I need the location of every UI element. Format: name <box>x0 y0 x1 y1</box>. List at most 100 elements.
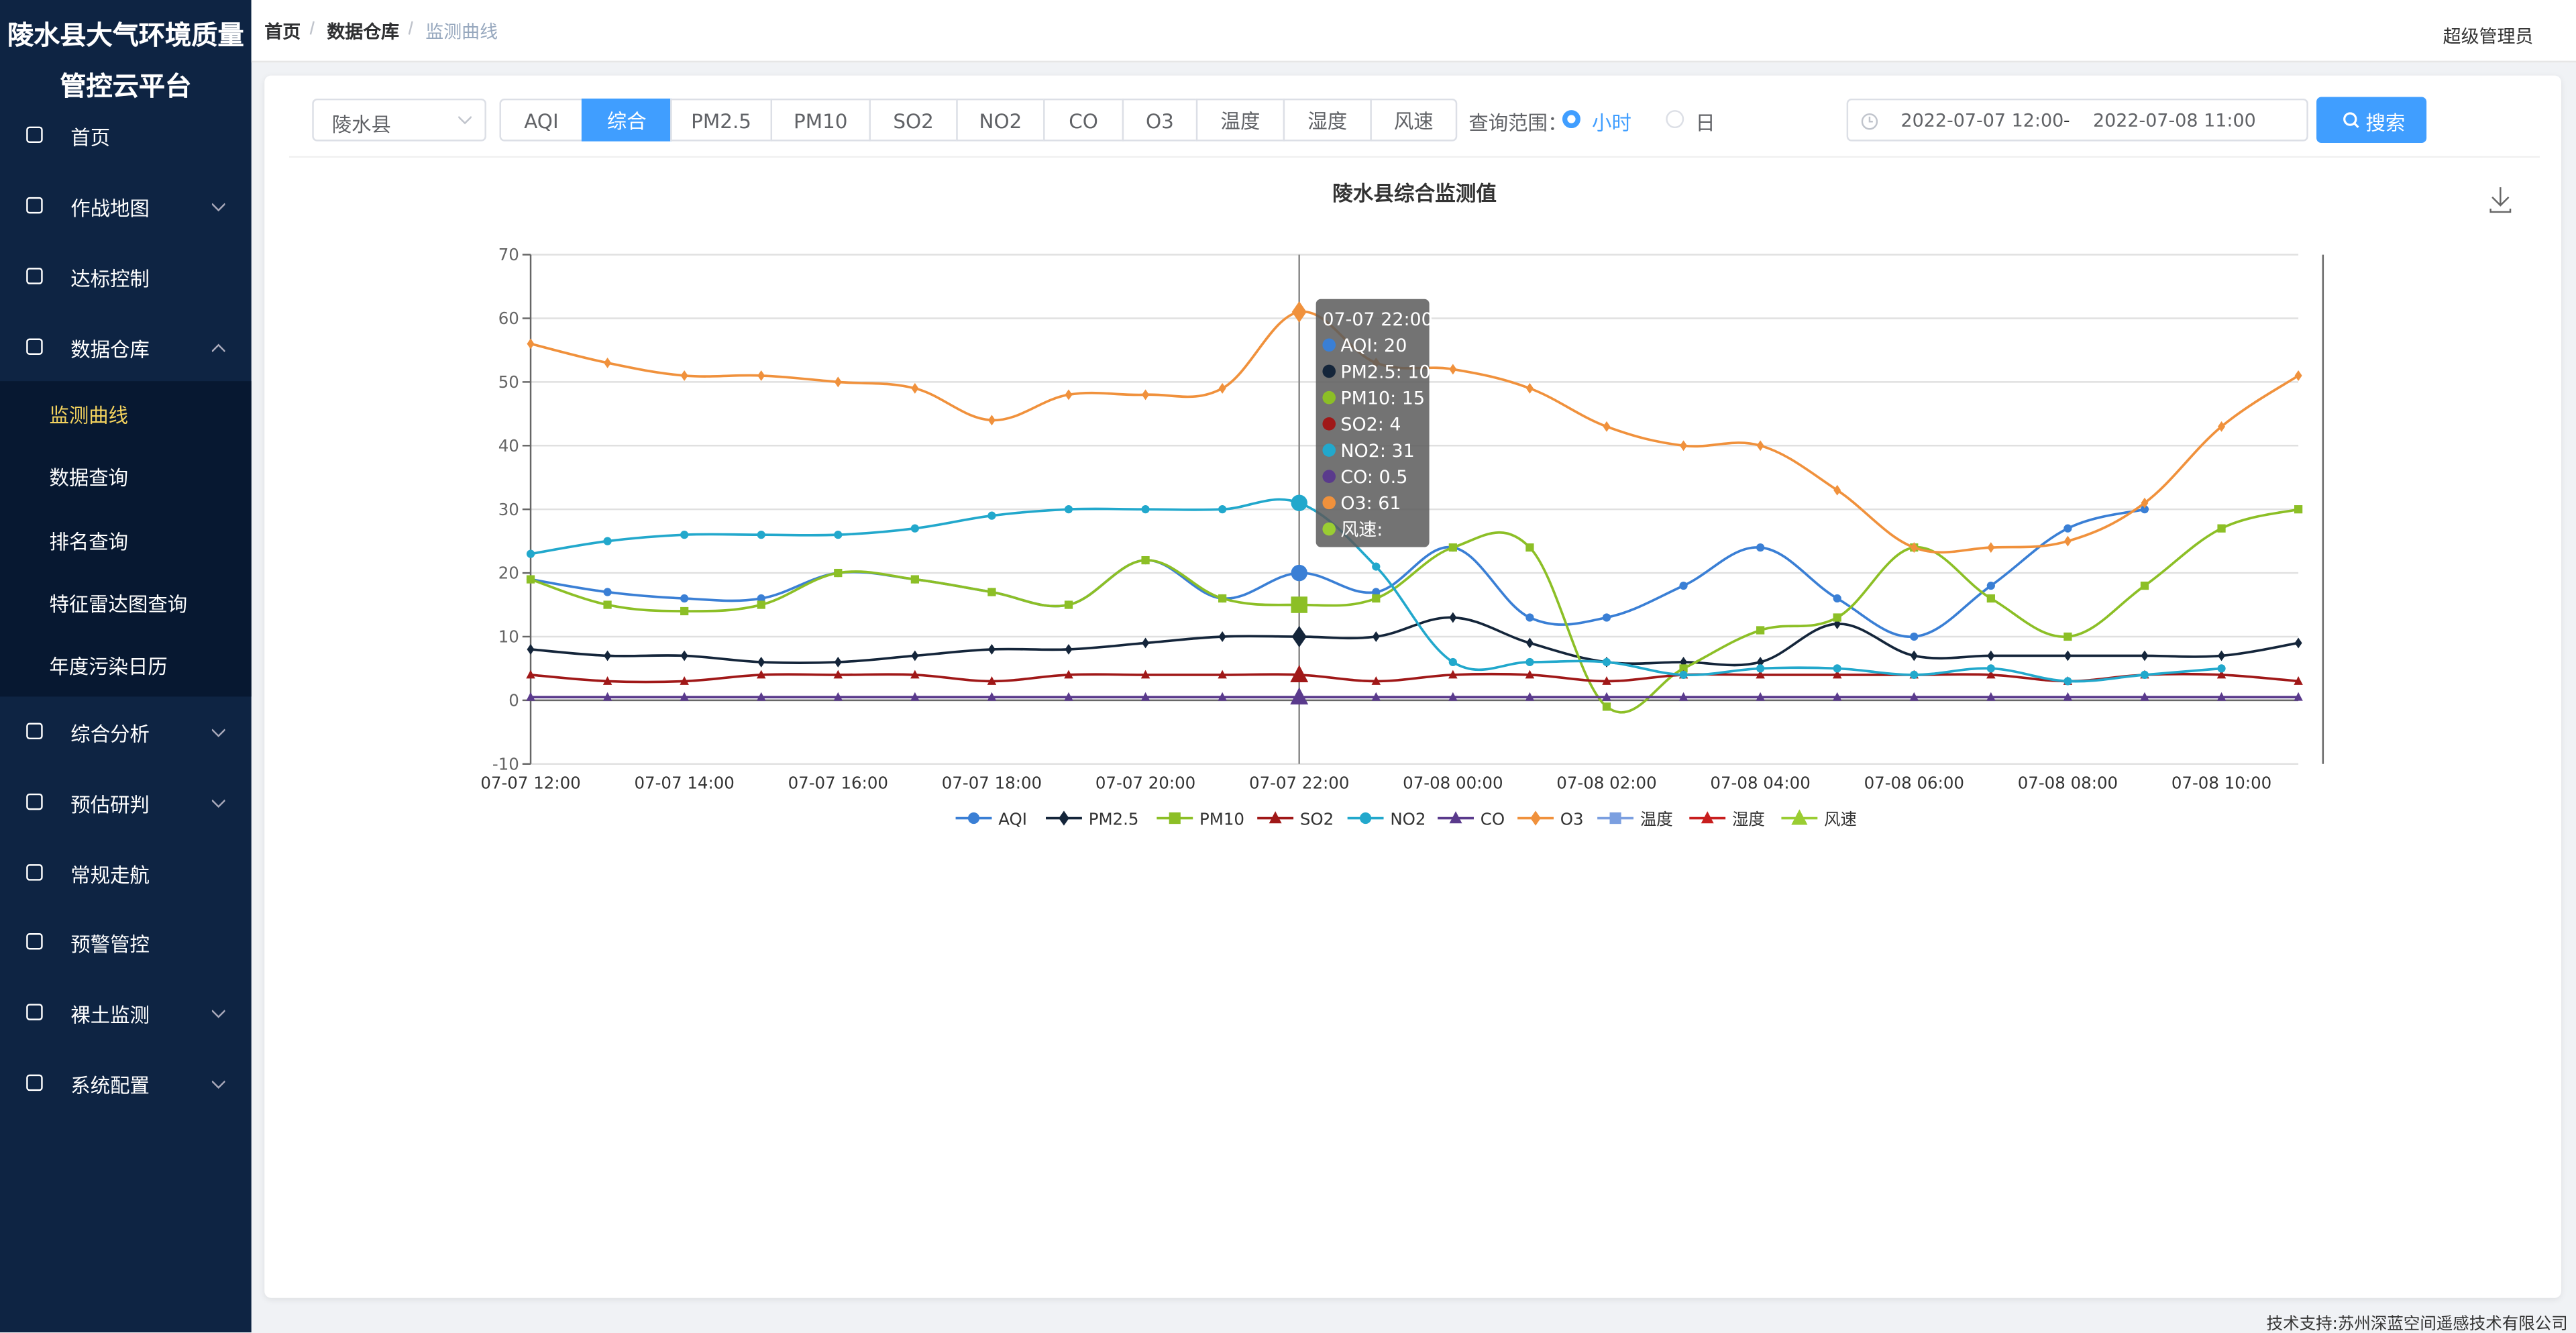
user-name[interactable]: 超级管理员 <box>2443 26 2534 48</box>
marker <box>1140 692 1150 701</box>
marker <box>1602 613 1611 622</box>
chevron <box>211 799 225 808</box>
menu-item[interactable]: 预估研判 <box>0 767 252 837</box>
breadcrumb-item[interactable]: 数据仓库 <box>327 21 400 43</box>
menu-item[interactable]: 达标控制 <box>0 242 252 312</box>
marker <box>1218 594 1227 603</box>
x-tick-label: 07-08 00:00 <box>1403 774 1503 793</box>
menu-item[interactable]: 系统配置 <box>0 1048 252 1118</box>
marker <box>2063 650 2072 661</box>
menu-label: 裸土监测 <box>70 1004 150 1028</box>
date-range[interactable]: 2022-07-07 12:00 - 2022-07-08 11:00 <box>1846 98 2308 142</box>
menu-item[interactable]: 首页 <box>0 100 252 170</box>
marker <box>1791 809 1808 825</box>
marker <box>833 670 843 679</box>
marker <box>1169 812 1181 824</box>
legend-label: 温度 <box>1640 809 1673 829</box>
tab-button[interactable]: O3 <box>1122 98 1198 142</box>
marker <box>1371 676 1381 685</box>
menu-label: 达标控制 <box>70 268 150 291</box>
legend-label: CO <box>1481 809 1505 829</box>
legend-item[interactable]: AQI <box>955 809 1027 829</box>
marker <box>1269 811 1282 824</box>
marker <box>526 692 535 701</box>
legend-item[interactable]: NO2 <box>1347 809 1426 829</box>
download-icon[interactable] <box>2489 187 2512 213</box>
tab-button[interactable]: AQI <box>499 98 584 142</box>
marker <box>757 531 765 539</box>
marker <box>1986 692 1996 701</box>
legend-item[interactable]: 湿度 <box>1689 809 1765 829</box>
chevron <box>211 1010 225 1019</box>
menu-icon <box>26 1004 43 1021</box>
tooltip-item: AQI: 20 <box>1340 335 1407 356</box>
menu-item[interactable]: 作战地图 <box>0 171 252 242</box>
x-tick-label: 07-07 20:00 <box>1095 774 1195 793</box>
tab-button[interactable]: PM10 <box>770 98 871 142</box>
legend-item[interactable]: SO2 <box>1257 809 1334 829</box>
menu-icon <box>26 793 43 810</box>
legend-item[interactable]: PM10 <box>1157 809 1244 829</box>
menu-item[interactable]: 综合分析 <box>0 696 252 767</box>
tab-button[interactable]: NO2 <box>956 98 1045 142</box>
radio[interactable] <box>1666 110 1684 129</box>
marker <box>680 692 689 701</box>
legend-label: 风速 <box>1824 809 1857 829</box>
marker <box>2141 650 2149 661</box>
legend-item[interactable]: CO <box>1438 809 1505 829</box>
marker <box>1910 670 1919 680</box>
tab-button[interactable]: CO <box>1043 98 1124 142</box>
marker <box>2294 637 2302 649</box>
region-select[interactable]: 陵水县 <box>312 98 486 142</box>
menu-item[interactable]: 数据仓库 <box>0 312 252 382</box>
search-button[interactable]: 搜索 <box>2316 97 2427 144</box>
y-tick-label: 20 <box>498 564 519 583</box>
marker <box>911 382 919 394</box>
marker <box>603 588 612 596</box>
menu-label: 数据仓库 <box>70 338 150 362</box>
legend-item[interactable]: PM2.5 <box>1046 809 1138 829</box>
menu-item[interactable]: 常规走航 <box>0 837 252 908</box>
menu-item[interactable]: 预警管控 <box>0 908 252 978</box>
marker <box>603 600 612 609</box>
x-tick-label: 07-07 12:00 <box>480 774 580 793</box>
marker <box>1987 650 1995 661</box>
legend-item[interactable]: 温度 <box>1597 809 1673 829</box>
x-tick-label: 07-08 08:00 <box>2018 774 2118 793</box>
y-tick-label: -10 <box>492 754 519 774</box>
marker <box>1371 692 1381 701</box>
tab-button[interactable]: 风速 <box>1370 98 1458 142</box>
x-tick-label: 07-08 06:00 <box>1864 774 1964 793</box>
divider <box>289 156 2540 158</box>
marker <box>1525 637 1534 649</box>
radio-label: 日 <box>1695 111 1715 135</box>
legend-label: PM2.5 <box>1089 809 1139 829</box>
tooltip-item: 风速: <box>1340 519 1383 540</box>
radio[interactable] <box>1562 110 1580 129</box>
marker <box>1910 542 1918 553</box>
marker <box>1678 692 1688 701</box>
tab-button[interactable]: 综合 <box>581 98 672 142</box>
marker <box>1141 555 1150 565</box>
marker <box>1525 382 1534 394</box>
breadcrumb-item[interactable]: 首页 <box>264 21 301 43</box>
tooltip-item: PM10: 15 <box>1340 388 1425 409</box>
chevron <box>458 116 472 125</box>
breadcrumb-sep <box>307 18 317 38</box>
marker <box>1291 596 1307 613</box>
menu-icon <box>26 126 43 144</box>
marker <box>1986 581 1995 590</box>
legend-item[interactable]: 风速 <box>1781 809 1857 829</box>
tab-button[interactable]: SO2 <box>869 98 958 142</box>
menu-label: 预警管控 <box>70 933 150 957</box>
chevron <box>211 203 225 212</box>
tab-button[interactable]: 温度 <box>1195 98 1285 142</box>
legend-item[interactable]: O3 <box>1517 809 1584 829</box>
tab-button[interactable]: PM2.5 <box>670 98 773 142</box>
tooltip-item: O3: 61 <box>1340 493 1401 514</box>
breadcrumb-sep <box>406 18 416 38</box>
menu-item[interactable]: 裸土监测 <box>0 978 252 1049</box>
tab-button[interactable]: 湿度 <box>1283 98 1372 142</box>
marker <box>1680 440 1688 451</box>
